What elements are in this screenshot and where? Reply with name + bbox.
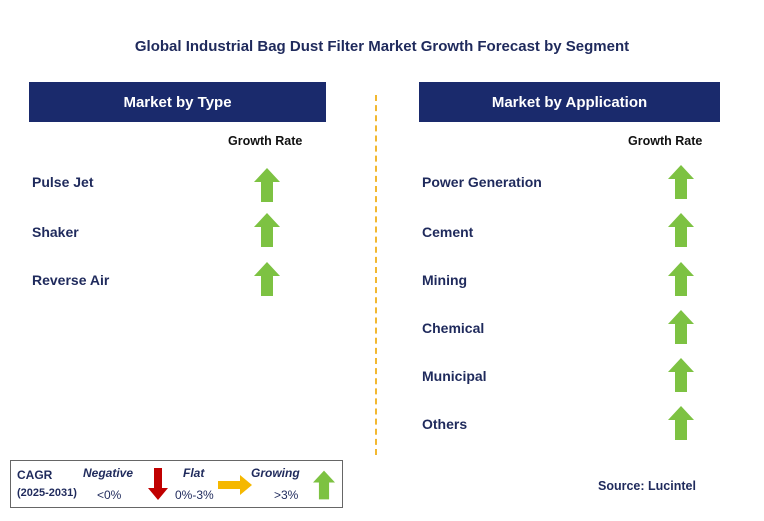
application-panel-header: Market by Application [419,82,720,122]
application-item-municipal: Municipal [422,368,487,384]
legend-growing-range: >3% [274,488,299,502]
up-arrow-icon [668,165,694,199]
application-item-others: Others [422,416,468,432]
application-item-power-generation: Power Generation [422,174,542,190]
legend-flat-range: 0%-3% [175,488,214,502]
up-arrow-icon [254,213,280,247]
source-note: Source: Lucintel [598,479,696,493]
type-item-reverse-air: Reverse Air [32,272,110,288]
legend-flat-label: Flat [183,466,205,480]
type-panel-header: Market by Type [29,82,326,122]
type-item-pulse-jet: Pulse Jet [32,174,94,190]
legend-cagr-label: CAGR [17,468,53,482]
up-arrow-icon [668,213,694,247]
up-arrow-icon [668,358,694,392]
legend-negative-range: <0% [97,488,122,502]
right-arrow-icon [218,475,252,495]
application-item-chemical: Chemical [422,320,485,336]
legend-growing-label: Growing [251,466,300,480]
application-item-mining: Mining [422,272,468,288]
up-arrow-icon [254,168,280,202]
application-panel-header-label: Market by Application [491,93,648,111]
type-item-shaker: Shaker [32,224,79,240]
up-arrow-icon [668,310,694,344]
legend-negative-label: Negative [83,466,134,480]
panel-divider [375,95,377,455]
up-arrow-icon [254,262,280,296]
application-growth-rate-label: Growth Rate [628,134,703,148]
down-arrow-icon [148,468,168,500]
legend-period: (2025-2031) [17,487,77,499]
chart-title: Global Industrial Bag Dust Filter Market… [134,38,630,55]
cagr-legend: CAGR (2025-2031) Negative <0% Flat 0%-3%… [10,460,343,508]
up-arrow-icon [313,470,335,500]
application-item-cement: Cement [422,224,474,240]
type-growth-rate-label: Growth Rate [228,134,303,148]
up-arrow-icon [668,262,694,296]
up-arrow-icon [668,406,694,440]
type-panel-header-label: Market by Type [123,93,232,111]
